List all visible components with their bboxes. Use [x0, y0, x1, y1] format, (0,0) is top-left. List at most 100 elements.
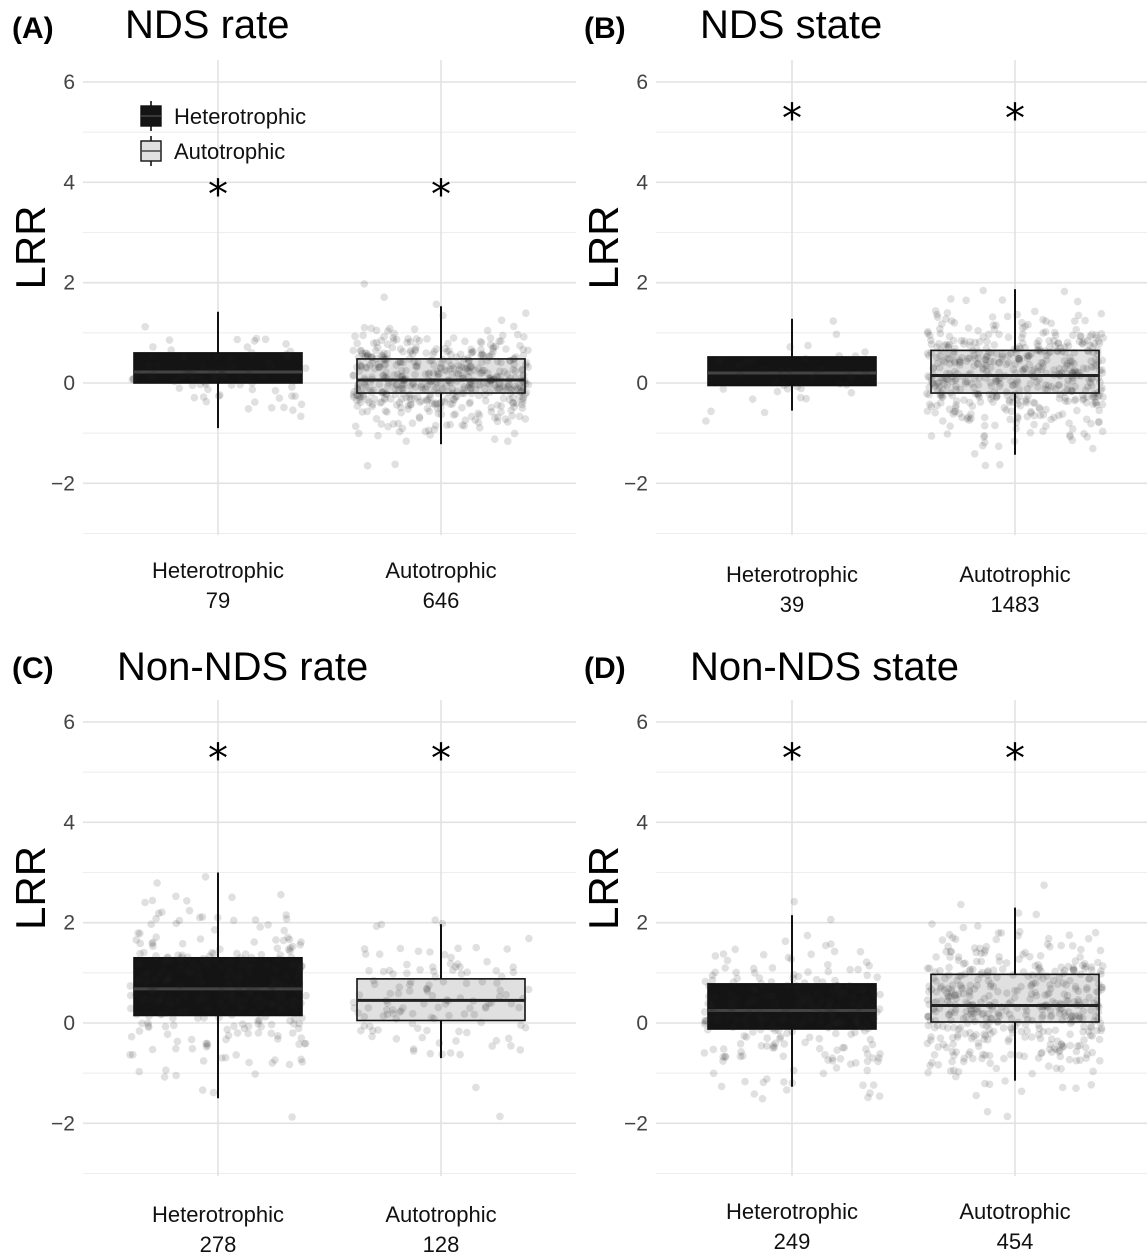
data-point — [424, 376, 433, 385]
data-point — [1072, 985, 1080, 993]
data-point — [430, 400, 439, 409]
data-point — [402, 366, 410, 375]
data-point — [1092, 361, 1100, 370]
data-point — [726, 990, 735, 999]
data-point — [510, 403, 518, 411]
data-point — [294, 973, 302, 982]
data-point — [1039, 1027, 1047, 1036]
data-point — [933, 310, 941, 319]
data-point — [1043, 940, 1052, 948]
data-point — [1028, 1069, 1036, 1078]
data-point — [1086, 341, 1094, 350]
data-point — [380, 361, 389, 369]
data-point — [1023, 412, 1032, 421]
data-point — [135, 1067, 143, 1076]
data-point — [952, 382, 960, 391]
data-point — [507, 1042, 515, 1050]
data-point — [493, 384, 501, 392]
data-point — [787, 955, 795, 963]
data-point — [954, 1030, 962, 1039]
data-point — [980, 994, 989, 1003]
data-point — [458, 404, 466, 412]
data-point — [1014, 354, 1023, 363]
data-point — [268, 981, 277, 989]
data-point — [854, 1002, 863, 1011]
data-point — [1019, 968, 1028, 976]
data-point — [379, 1012, 388, 1020]
data-point — [1098, 369, 1106, 377]
data-point — [185, 369, 194, 377]
legend-key — [140, 101, 162, 131]
data-point — [524, 380, 533, 389]
data-point — [945, 340, 954, 349]
data-point — [994, 1011, 1003, 1019]
data-point — [985, 1025, 993, 1034]
data-point — [1072, 1084, 1080, 1092]
data-point — [410, 394, 419, 403]
data-point — [1081, 1043, 1090, 1052]
data-point — [932, 353, 941, 362]
data-point — [836, 1055, 845, 1063]
data-point — [974, 390, 982, 399]
data-point — [1090, 363, 1099, 371]
data-point — [467, 384, 475, 393]
data-point — [1075, 337, 1084, 346]
data-point — [790, 1066, 798, 1075]
data-point — [457, 362, 466, 371]
data-point — [458, 374, 467, 383]
data-point — [134, 929, 142, 937]
data-point — [178, 951, 186, 960]
data-point — [1000, 1054, 1008, 1063]
data-point — [361, 353, 369, 361]
data-point — [396, 403, 405, 412]
data-point — [987, 382, 996, 390]
data-point — [948, 981, 957, 989]
data-point — [374, 431, 382, 440]
data-point — [934, 1043, 942, 1051]
data-point — [1051, 999, 1060, 1008]
data-point — [519, 994, 527, 1003]
data-point — [408, 380, 417, 388]
data-point — [153, 361, 162, 370]
data-point — [816, 1010, 825, 1018]
data-point — [1011, 1022, 1019, 1031]
data-point — [1055, 364, 1064, 373]
data-point — [1096, 1057, 1104, 1065]
data-point — [846, 1060, 855, 1068]
data-point — [951, 407, 960, 416]
data-point — [942, 315, 950, 323]
data-point — [194, 996, 203, 1004]
data-point — [349, 371, 357, 380]
data-point — [1003, 1112, 1012, 1121]
data-point — [407, 401, 415, 409]
data-point — [939, 386, 947, 394]
data-point — [1068, 425, 1077, 433]
data-point — [1080, 337, 1088, 346]
data-point — [986, 357, 995, 366]
data-point — [398, 384, 406, 393]
data-point — [713, 1014, 722, 1022]
data-point — [1083, 433, 1091, 441]
data-point — [377, 336, 386, 345]
data-point — [431, 973, 440, 981]
data-point — [154, 996, 163, 1005]
data-point — [979, 365, 987, 374]
data-point — [368, 375, 376, 384]
data-point — [1085, 975, 1093, 983]
data-point — [1066, 1041, 1074, 1050]
boxplot-autotrophic: * — [349, 172, 533, 470]
data-point — [434, 1003, 443, 1012]
data-point — [481, 1003, 490, 1011]
data-point — [167, 957, 176, 966]
data-point — [706, 999, 714, 1008]
data-point — [362, 363, 370, 372]
data-point — [861, 1027, 869, 1035]
data-point — [1058, 1016, 1066, 1024]
data-point — [181, 991, 190, 1000]
data-point — [1061, 394, 1069, 402]
data-point — [1015, 955, 1023, 963]
data-point — [395, 427, 404, 436]
data-point — [1009, 381, 1017, 390]
data-point — [425, 407, 434, 416]
y-tick-label: 6 — [636, 71, 648, 94]
